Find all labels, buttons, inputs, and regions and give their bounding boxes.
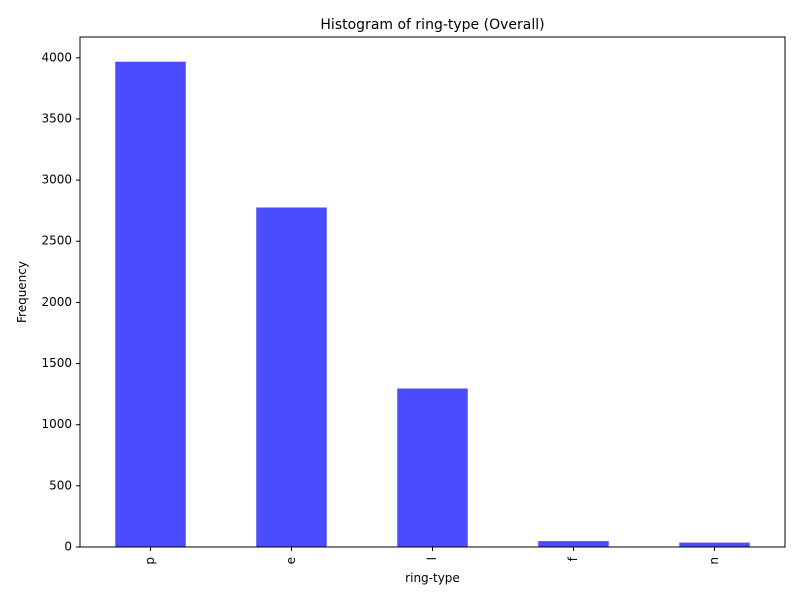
- plot-frame: [79, 36, 786, 548]
- x-tick-label-l: l: [425, 557, 439, 560]
- y-axis-label: Frequency: [15, 261, 29, 323]
- y-tick-label-1500: 1500: [41, 356, 72, 370]
- bar-e: [256, 207, 327, 548]
- y-tick-label-0: 0: [64, 540, 72, 554]
- x-axis-label: ring-type: [405, 571, 460, 585]
- y-tick-label-2000: 2000: [41, 295, 72, 309]
- y-axis: 0 500 1000 1500 2000 2500 3000 3500 4000: [41, 50, 80, 554]
- x-tick-label-p: p: [143, 557, 157, 565]
- y-tick-label-4000: 4000: [41, 50, 72, 64]
- x-tick-label-f: f: [566, 556, 580, 561]
- x-tick-label-n: n: [707, 557, 721, 565]
- y-tick-label-2500: 2500: [41, 234, 72, 248]
- x-tick-label-e: e: [284, 557, 298, 564]
- bars-layer: [115, 61, 750, 548]
- bar-p: [115, 61, 186, 547]
- y-tick-label-3500: 3500: [41, 111, 72, 125]
- y-tick-label-3000: 3000: [41, 173, 72, 187]
- y-tick-label-1000: 1000: [41, 417, 72, 431]
- bar-l: [397, 388, 468, 547]
- bar-f: [538, 541, 609, 547]
- chart-title: Histogram of ring-type (Overall): [320, 17, 544, 33]
- bar-n: [679, 542, 750, 547]
- y-tick-label-500: 500: [49, 478, 72, 492]
